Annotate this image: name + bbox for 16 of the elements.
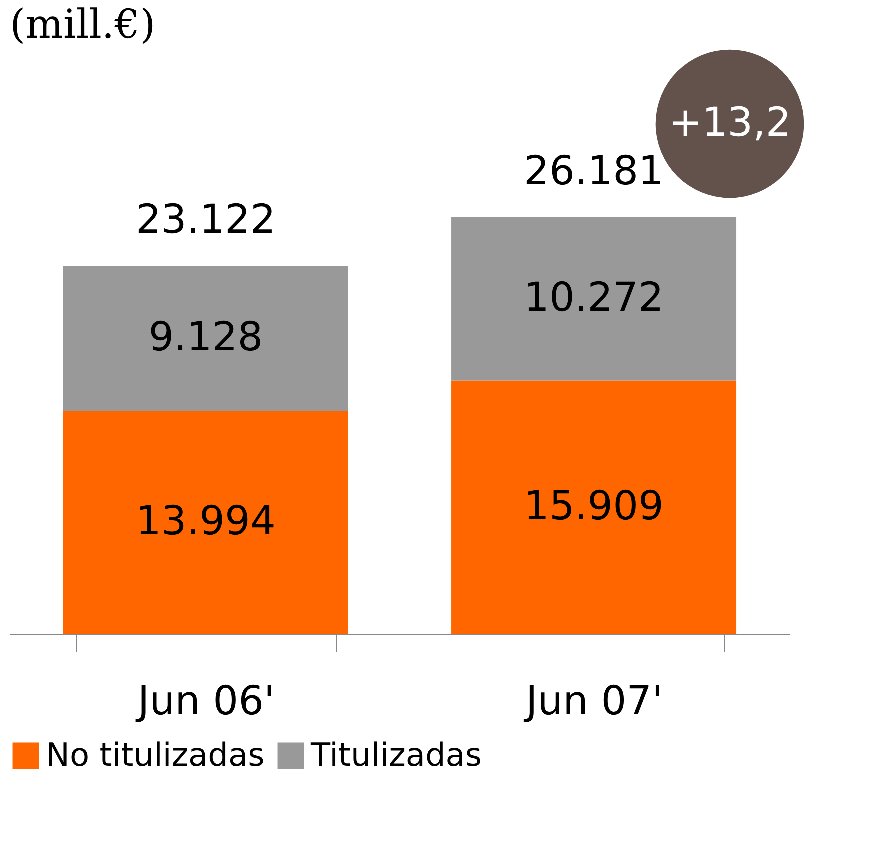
- total-label: 26.181: [524, 148, 664, 194]
- legend-label: No titulizadas: [46, 736, 265, 774]
- data-label: 13.994: [136, 498, 276, 545]
- bar: [63, 266, 348, 412]
- x-tick-label: Jun 06': [134, 678, 276, 724]
- bar: [452, 380, 737, 634]
- x-tick-label: Jun 07': [522, 678, 664, 724]
- total-label: 23.122: [136, 197, 276, 244]
- data-label: 10.272: [524, 275, 664, 322]
- text: +13,2: [668, 100, 792, 146]
- data-label: 15.909: [524, 483, 664, 530]
- chart-title: (mill.€): [10, 2, 156, 48]
- data-label: 9.128: [148, 314, 264, 361]
- bar: [452, 217, 737, 381]
- legend-label: Titulizadas: [310, 736, 482, 774]
- bar: [63, 411, 348, 634]
